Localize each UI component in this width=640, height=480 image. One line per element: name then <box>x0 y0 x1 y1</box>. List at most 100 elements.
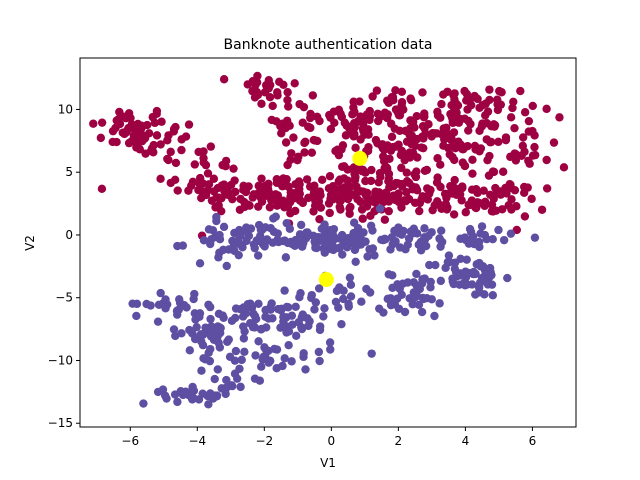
class_0-point <box>257 174 266 183</box>
class_1-point <box>280 354 289 363</box>
class_0-point <box>397 100 406 110</box>
class_1-point <box>357 235 366 244</box>
class_0-point <box>559 163 569 172</box>
class_0-point <box>264 76 274 85</box>
x-tick-label: 2 <box>395 434 403 448</box>
class_0-point <box>487 207 497 216</box>
class_1-point <box>250 323 260 332</box>
class_1-point <box>280 286 289 295</box>
class_0-point <box>254 181 263 191</box>
class_0-point <box>300 148 309 157</box>
class_0-point <box>124 109 134 118</box>
centroid-point-0 <box>352 150 368 166</box>
class_0-point <box>283 160 292 170</box>
class_0-point <box>378 144 388 153</box>
x-tick-label: −2 <box>255 434 273 448</box>
class_0-point <box>508 103 517 113</box>
class_1-point <box>204 225 214 234</box>
class_1-point <box>284 327 294 336</box>
class_1-point <box>488 291 498 300</box>
class_0-point <box>516 86 525 96</box>
class_0-point <box>418 88 427 97</box>
class_0-point <box>279 174 288 183</box>
class_0-point <box>530 142 539 152</box>
class_1-point <box>435 299 444 308</box>
class_0-point <box>340 162 349 171</box>
class_0-point <box>253 71 262 81</box>
class_0-point <box>194 185 203 195</box>
class_0-point <box>284 182 293 191</box>
class_1-point <box>412 269 421 279</box>
class_0-point <box>315 116 324 126</box>
class_0-point <box>326 124 336 134</box>
class_0-point <box>214 201 223 210</box>
class_0-point <box>302 175 312 184</box>
class_1-point <box>322 240 331 249</box>
class_0-point <box>489 167 499 177</box>
class_0-point <box>475 126 484 135</box>
class_1-point <box>346 292 356 301</box>
class_0-point <box>494 137 503 147</box>
class_0-point <box>498 167 508 176</box>
class_0-point <box>264 179 273 189</box>
class_1-point <box>406 227 415 236</box>
class_1-point <box>414 300 424 310</box>
class_0-point <box>520 212 530 221</box>
class_0-point <box>254 202 263 211</box>
class_0-point <box>512 202 521 211</box>
class_1-point <box>231 346 241 356</box>
class_1-point <box>249 309 258 319</box>
class_0-point <box>243 80 252 89</box>
class_1-point <box>315 356 324 366</box>
class_0-point <box>487 122 496 131</box>
class_0-point <box>256 193 266 203</box>
class_0-point <box>221 188 230 197</box>
class_0-point <box>509 97 518 106</box>
class_1-point <box>400 307 410 317</box>
class_0-point <box>285 121 294 130</box>
centroid-layer <box>318 150 368 288</box>
class_0-point <box>406 116 415 125</box>
class_0-point <box>219 75 229 84</box>
class_0-point <box>335 175 345 184</box>
class_1-point <box>334 244 344 253</box>
class_0-point <box>166 147 175 157</box>
class_1-point <box>296 220 306 230</box>
class_1-point <box>219 245 228 255</box>
class_0-point <box>422 165 432 175</box>
class_1-point <box>395 243 405 252</box>
class_0-point <box>350 107 359 116</box>
class_0-point <box>445 150 454 159</box>
class_0-point <box>364 130 373 139</box>
class_0-point <box>448 117 457 126</box>
class_1-point <box>450 258 460 267</box>
class_0-point <box>400 196 409 205</box>
class_0-point <box>278 181 287 191</box>
class_0-point <box>555 113 564 122</box>
class_0-point <box>475 147 484 156</box>
class_0-point <box>459 144 468 154</box>
class_0-point <box>393 179 402 188</box>
class_0-point <box>373 139 382 148</box>
y-tick-label: 5 <box>65 165 73 179</box>
class_1-point <box>503 273 512 283</box>
class_1-point <box>242 223 251 232</box>
class_0-point <box>395 111 405 120</box>
class_0-point <box>278 196 288 205</box>
class_1-point <box>180 301 189 310</box>
class_1-point <box>260 343 269 352</box>
class_1-point <box>334 234 344 243</box>
class_0-point <box>410 198 420 207</box>
class_1-point <box>172 310 182 319</box>
class_1-point <box>204 400 213 409</box>
class_0-point <box>341 131 351 140</box>
class_0-point <box>349 124 359 133</box>
class_1-point <box>206 239 215 249</box>
class_0-point <box>402 188 411 197</box>
class_1-point <box>153 387 163 397</box>
class_1-point <box>214 309 224 318</box>
y-axis-label: V2 <box>23 235 37 251</box>
class_1-point <box>415 284 425 294</box>
class_1-point <box>251 351 260 360</box>
class_1-point <box>227 316 237 326</box>
